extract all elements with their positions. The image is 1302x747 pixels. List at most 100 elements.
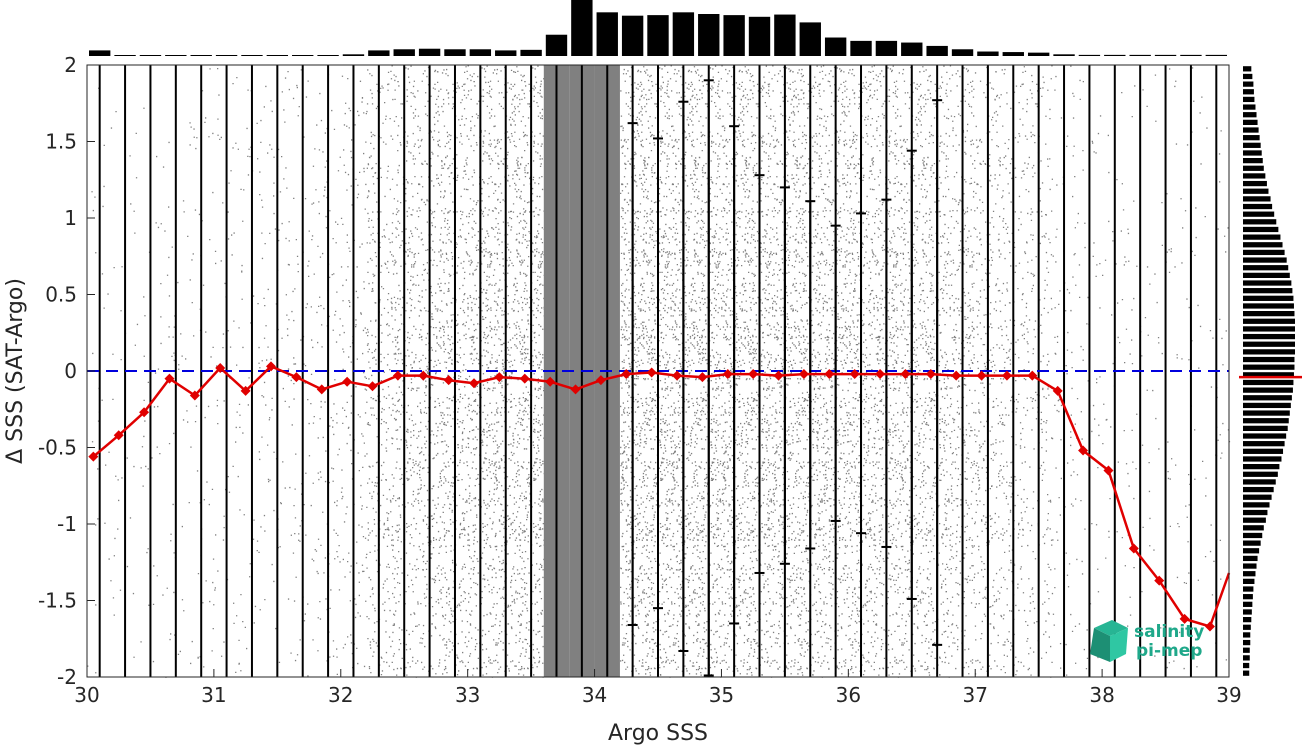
right-histogram-bar — [1243, 655, 1250, 661]
scatter-points-bin — [975, 66, 1002, 672]
right-histogram-bar — [1243, 326, 1295, 332]
median-point — [189, 390, 200, 401]
right-histogram-bar — [1243, 441, 1285, 447]
top-histogram-bar — [292, 55, 314, 56]
top-histogram-bar — [824, 37, 847, 56]
right-histogram-bar — [1243, 448, 1284, 454]
right-histogram-bar — [1243, 112, 1257, 118]
scatter-points-bin — [1102, 92, 1129, 651]
median-point — [976, 370, 987, 381]
median-point — [164, 373, 175, 384]
top-histogram-bar — [469, 49, 492, 56]
top-histogram-bar — [418, 48, 441, 56]
median-point — [519, 373, 530, 384]
right-histogram — [1239, 66, 1302, 676]
cube-icon — [1090, 620, 1128, 662]
right-histogram-bar — [1243, 387, 1293, 393]
right-histogram-bar — [1243, 425, 1288, 431]
median-point — [951, 370, 962, 381]
top-histogram-bar — [190, 55, 212, 56]
scatter-points-bin — [391, 65, 419, 678]
top-histogram-bar — [139, 55, 162, 56]
scatter-points-bin — [417, 66, 444, 675]
top-histogram-bar — [748, 16, 771, 56]
top-histogram-bar — [1129, 54, 1151, 56]
top-histogram-bar — [342, 54, 365, 56]
median-point — [697, 372, 708, 383]
top-histogram-bar — [672, 12, 695, 56]
top-histogram-bar — [165, 55, 187, 56]
median-point — [1128, 543, 1139, 554]
logo-text-line2: pi-mep — [1136, 641, 1202, 661]
median-point — [1027, 370, 1038, 381]
scatter-points-bin — [620, 66, 647, 675]
right-histogram-bar — [1243, 73, 1253, 80]
median-point — [392, 370, 403, 381]
x-tick-label: 33 — [455, 683, 480, 707]
right-histogram-bar — [1243, 624, 1251, 630]
right-histogram-bar — [1243, 479, 1276, 485]
right-histogram-bar — [1243, 280, 1292, 286]
median-point — [469, 378, 480, 389]
axis-ticks: 30 31 32 33 34 35 36 37 38 39 2 1.5 1 0.5 0 -0.5 -1 -1.5 -… — [38, 53, 1242, 707]
top-histogram-bar — [1104, 54, 1126, 56]
y-tick-label: -1.5 — [38, 589, 77, 613]
top-histogram-bar — [545, 34, 568, 56]
right-histogram-bar — [1243, 295, 1294, 301]
top-histogram-bar — [1053, 54, 1075, 56]
median-point — [113, 430, 124, 441]
right-histogram-bar — [1243, 158, 1263, 164]
right-histogram-bar — [1243, 288, 1293, 294]
median-point — [748, 369, 759, 380]
right-histogram-bar — [1243, 594, 1253, 600]
median-point — [1103, 465, 1114, 476]
x-tick-label: 31 — [201, 683, 226, 707]
x-tick-label: 37 — [962, 683, 987, 707]
salinity-pimep-logo: salinity pi-mep — [1090, 620, 1204, 662]
right-histogram-bar — [1243, 364, 1295, 370]
right-histogram-bar — [1243, 578, 1255, 584]
median-point — [1154, 575, 1165, 586]
y-tick-label: -1 — [57, 512, 77, 536]
median-point — [849, 369, 860, 380]
scatter-points-bin — [1178, 67, 1204, 670]
top-histogram-bar — [1078, 54, 1101, 56]
top-histogram-bar — [266, 55, 289, 56]
scatter-points-bin — [442, 65, 469, 676]
right-histogram-bar — [1243, 135, 1260, 141]
right-histogram-bar — [1243, 402, 1291, 409]
right-histogram-bar — [1243, 395, 1292, 401]
median-point — [240, 385, 251, 396]
median-point — [1078, 445, 1089, 456]
right-histogram-bar — [1243, 211, 1275, 217]
right-histogram-bar — [1243, 525, 1264, 531]
x-tick-label: 36 — [836, 683, 861, 707]
right-histogram-bar — [1243, 242, 1283, 248]
median-point — [875, 369, 886, 380]
right-histogram-bar — [1243, 203, 1273, 210]
median-point — [443, 375, 454, 386]
top-histogram-bar — [114, 55, 136, 56]
top-histogram-bar — [444, 49, 466, 56]
top-histogram-bar — [977, 51, 999, 56]
top-histogram-bar — [926, 45, 948, 56]
right-histogram-bar — [1243, 632, 1251, 638]
median-point — [316, 384, 327, 395]
right-histogram-bar — [1243, 188, 1269, 194]
right-histogram-bar — [1243, 311, 1295, 317]
top-histogram-bar — [621, 15, 644, 56]
right-histogram-bar — [1243, 265, 1289, 271]
x-tick-label: 38 — [1089, 683, 1114, 707]
scatter-points-bin — [493, 66, 520, 675]
median-point — [773, 370, 784, 381]
x-tick-label: 34 — [582, 683, 607, 707]
right-histogram-bar — [1243, 226, 1279, 233]
median-point — [545, 376, 556, 387]
right-histogram-bar — [1243, 372, 1294, 378]
median-point — [1204, 621, 1215, 632]
scatter-points-bin — [848, 65, 875, 676]
scatter-points-bin — [746, 65, 774, 678]
right-histogram-bar — [1243, 219, 1277, 225]
top-histogram-bar — [647, 15, 669, 57]
right-histogram-bar — [1243, 173, 1266, 179]
